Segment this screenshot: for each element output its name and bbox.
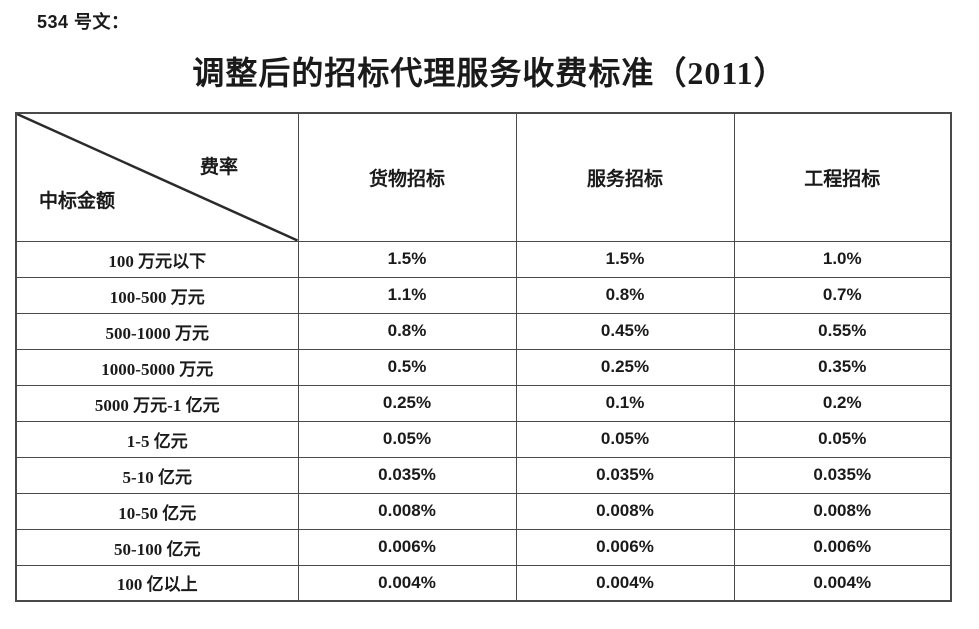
rate-cell: 0.006% <box>515 528 735 566</box>
row-label: 100-500 万元 <box>15 276 299 314</box>
diagonal-divider <box>17 114 298 241</box>
rate-cell: 0.8% <box>515 276 735 314</box>
rate-cell: 0.006% <box>297 528 517 566</box>
rate-cell: 0.7% <box>733 276 952 314</box>
rate-cell: 0.25% <box>297 384 517 422</box>
rate-cell: 1.0% <box>733 240 952 278</box>
rate-cell: 0.035% <box>297 456 517 494</box>
table-row: 50-100 亿元 0.006% 0.006% 0.006% <box>15 528 952 566</box>
row-label: 50-100 亿元 <box>15 528 299 566</box>
table-row: 500-1000 万元 0.8% 0.45% 0.55% <box>15 312 952 350</box>
doc-number-label: 534 号文： <box>37 12 130 32</box>
fee-rate-table: 费率 中标金额 货物招标 服务招标 工程招标 100 万元以下 1.5% 1.5… <box>15 112 952 602</box>
rate-cell: 0.004% <box>733 564 952 602</box>
rate-cell: 0.008% <box>297 492 517 530</box>
row-label: 1000-5000 万元 <box>15 348 299 386</box>
rate-cell: 0.004% <box>515 564 735 602</box>
rate-cell: 0.006% <box>733 528 952 566</box>
table-row: 5000 万元-1 亿元 0.25% 0.1% 0.2% <box>15 384 952 422</box>
col-header-engineering-bidding: 工程招标 <box>733 112 952 242</box>
rate-cell: 0.25% <box>515 348 735 386</box>
rate-cell: 0.8% <box>297 312 517 350</box>
table-row: 1-5 亿元 0.05% 0.05% 0.05% <box>15 420 952 458</box>
table-row: 1000-5000 万元 0.5% 0.25% 0.35% <box>15 348 952 386</box>
row-label: 100 亿以上 <box>15 564 299 602</box>
rate-cell: 0.55% <box>733 312 952 350</box>
rate-cell: 0.45% <box>515 312 735 350</box>
col-header-goods-bidding: 货物招标 <box>297 112 517 242</box>
col-header-service-bidding: 服务招标 <box>515 112 735 242</box>
rate-cell: 1.5% <box>297 240 517 278</box>
corner-label-bid-amount: 中标金额 <box>39 191 116 212</box>
rate-cell: 0.008% <box>733 492 952 530</box>
row-label: 10-50 亿元 <box>15 492 299 530</box>
row-label: 100 万元以下 <box>15 240 299 278</box>
table-row: 100-500 万元 1.1% 0.8% 0.7% <box>15 276 952 314</box>
corner-label-fee-rate: 费率 <box>200 157 239 178</box>
table-row: 10-50 亿元 0.008% 0.008% 0.008% <box>15 492 952 530</box>
table-row: 5-10 亿元 0.035% 0.035% 0.035% <box>15 456 952 494</box>
rate-cell: 0.035% <box>733 456 952 494</box>
corner-header-cell: 费率 中标金额 <box>15 112 299 242</box>
page-title: 调整后的招标代理服务收费标准（2011） <box>192 55 787 91</box>
rate-cell: 0.05% <box>733 420 952 458</box>
rate-cell: 0.2% <box>733 384 952 422</box>
table-row: 100 万元以下 1.5% 1.5% 1.0% <box>15 240 952 278</box>
rate-cell: 0.35% <box>733 348 952 386</box>
rate-cell: 0.05% <box>297 420 517 458</box>
row-label: 500-1000 万元 <box>15 312 299 350</box>
rate-cell: 0.5% <box>297 348 517 386</box>
rate-cell: 1.5% <box>515 240 735 278</box>
rate-cell: 0.035% <box>515 456 735 494</box>
row-label: 5000 万元-1 亿元 <box>15 384 299 422</box>
rate-cell: 0.05% <box>515 420 735 458</box>
rate-cell: 0.1% <box>515 384 735 422</box>
row-label: 1-5 亿元 <box>15 420 299 458</box>
row-label: 5-10 亿元 <box>15 456 299 494</box>
rate-cell: 1.1% <box>297 276 517 314</box>
header-row: 费率 中标金额 货物招标 服务招标 工程招标 <box>15 112 952 242</box>
table-row: 100 亿以上 0.004% 0.004% 0.004% <box>15 564 952 602</box>
rate-cell: 0.008% <box>515 492 735 530</box>
rate-cell: 0.004% <box>297 564 517 602</box>
